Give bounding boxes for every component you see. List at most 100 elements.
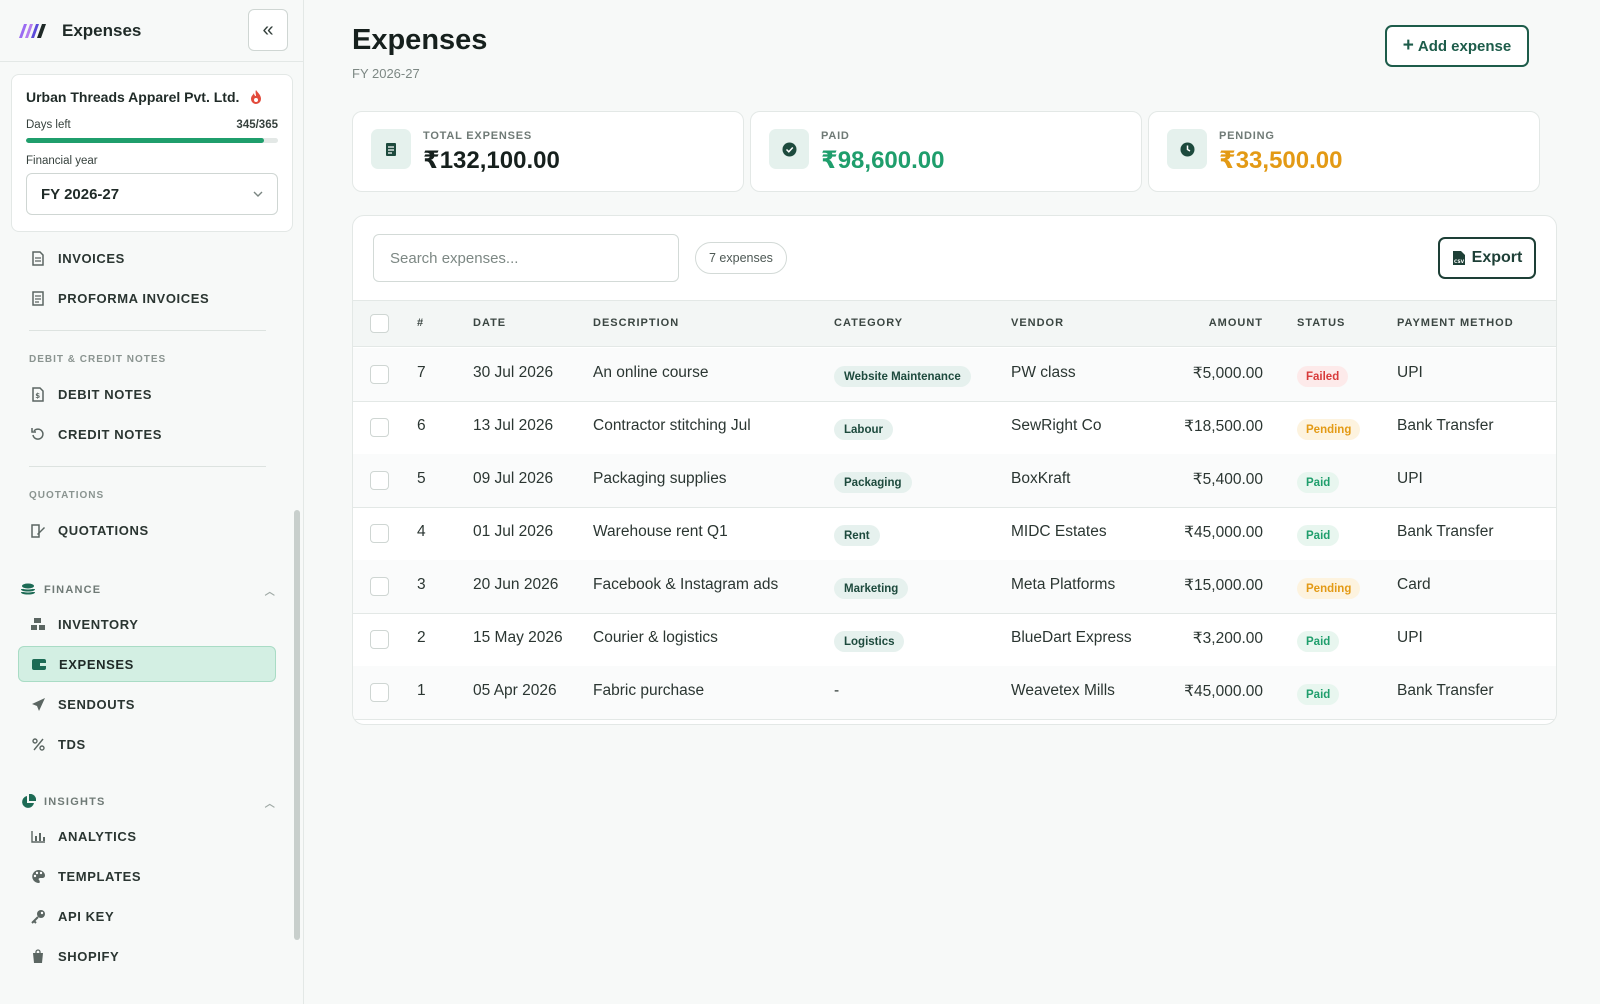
cell-description: Courier & logistics	[593, 629, 718, 646]
sidebar-item-analytics[interactable]: ANALYTICS	[18, 818, 276, 854]
cell-vendor: BlueDart Express	[1011, 629, 1132, 646]
days-left-value: 345/365	[236, 119, 278, 131]
sidebar-item-label: TEMPLATES	[58, 868, 142, 884]
organization-name-text: Urban Threads Apparel Pvt. Ltd.	[26, 89, 240, 105]
collapse-sidebar-button[interactable]: «	[248, 9, 288, 51]
app-title: Expenses	[62, 20, 142, 40]
plus-icon: +	[1402, 35, 1414, 56]
table-row[interactable]: 3 20 Jun 2026 Facebook & Instagram ads M…	[353, 560, 1556, 614]
group-insights[interactable]: INSIGHTS ︿	[20, 794, 276, 810]
search-input[interactable]	[373, 234, 679, 282]
sidebar-item-invoices[interactable]: INVOICES	[18, 240, 276, 276]
nav-divider	[29, 330, 266, 331]
cell-amount: ₹5,400.00	[1192, 471, 1263, 488]
row-checkbox[interactable]	[370, 471, 389, 490]
svg-text:$: $	[35, 392, 40, 400]
page-title: Expenses	[352, 24, 488, 56]
cell-vendor: MIDC Estates	[1011, 523, 1107, 540]
cell-amount: ₹18,500.00	[1184, 418, 1263, 435]
sidebar-item-debit-notes[interactable]: $ DEBIT NOTES	[18, 376, 276, 412]
sidebar-item-inventory[interactable]: INVENTORY	[18, 606, 276, 642]
sidebar-item-label: EXPENSES	[59, 656, 134, 672]
sidebar-item-sendouts[interactable]: SENDOUTS	[18, 686, 276, 722]
table-header: # DATE DESCRIPTION CATEGORY VENDOR AMOUN…	[353, 300, 1556, 347]
sidebar-item-api-key[interactable]: API KEY	[18, 898, 276, 934]
cell-description: Contractor stitching Jul	[593, 417, 751, 434]
cell-description: Warehouse rent Q1	[593, 523, 728, 540]
cell-payment-method: UPI	[1397, 364, 1423, 381]
nav-divider	[29, 466, 266, 467]
financial-year-value: FY 2026-27	[41, 185, 120, 203]
sidebar-item-credit-notes[interactable]: CREDIT NOTES	[18, 416, 276, 452]
category-badge: Packaging	[834, 472, 912, 493]
cell-amount: ₹5,000.00	[1192, 365, 1263, 382]
days-left-label: Days left	[26, 119, 71, 131]
stat-total-label: TOTAL EXPENSES	[423, 130, 533, 142]
row-checkbox[interactable]	[370, 683, 389, 702]
column-header-category[interactable]: CATEGORY	[834, 317, 904, 329]
cell-payment-method: Bank Transfer	[1397, 417, 1494, 434]
coins-icon	[21, 583, 35, 595]
table-row[interactable]: 6 13 Jul 2026 Contractor stitching Jul L…	[353, 401, 1556, 455]
add-expense-button[interactable]: + Add expense	[1385, 25, 1529, 67]
sidebar-item-label: API KEY	[58, 908, 115, 924]
table-row[interactable]: 4 01 Jul 2026 Warehouse rent Q1 Rent MID…	[353, 507, 1556, 561]
column-header-date[interactable]: DATE	[473, 317, 507, 329]
column-header-amount[interactable]: AMOUNT	[1208, 317, 1263, 329]
days-left-progress-fill	[26, 138, 265, 143]
cell-number: 2	[417, 629, 426, 646]
export-button[interactable]: CSV Export	[1438, 237, 1536, 279]
table-row[interactable]: 5 09 Jul 2026 Packaging supplies Packagi…	[353, 454, 1556, 508]
select-all-checkbox[interactable]	[370, 314, 389, 333]
financial-year-select[interactable]: FY 2026-27	[26, 173, 278, 215]
sidebar-item-proforma-invoices[interactable]: PROFORMA INVOICES	[18, 280, 276, 316]
column-header-description[interactable]: DESCRIPTION	[593, 317, 680, 329]
row-checkbox[interactable]	[370, 418, 389, 437]
table-row[interactable]: 7 30 Jul 2026 An online course Website M…	[353, 348, 1556, 402]
row-checkbox[interactable]	[370, 630, 389, 649]
status-badge: Paid	[1297, 472, 1340, 493]
status-badge: Failed	[1297, 366, 1349, 387]
column-header-payment-method[interactable]: PAYMENT METHOD	[1397, 317, 1514, 329]
section-label-quotations: QUOTATIONS	[29, 490, 105, 501]
receipt-icon	[371, 129, 411, 169]
row-checkbox[interactable]	[370, 524, 389, 543]
organization-card: Urban Threads Apparel Pvt. Ltd. Days lef…	[11, 74, 293, 232]
pie-chart-icon	[22, 794, 36, 808]
cell-vendor: Weavetex Mills	[1011, 682, 1115, 699]
sidebar-item-tds[interactable]: TDS	[18, 726, 276, 762]
page-subtitle: FY 2026-27	[352, 66, 420, 81]
financial-year-label: Financial year	[26, 155, 98, 167]
cell-vendor: PW class	[1011, 364, 1076, 381]
group-finance[interactable]: FINANCE ︿	[20, 582, 276, 598]
column-header-vendor[interactable]: VENDOR	[1011, 317, 1065, 329]
expenses-table-card: 7 expenses CSV Export # DATE DESCRIPTION…	[352, 215, 1557, 725]
status-badge: Paid	[1297, 684, 1340, 705]
status-badge: Pending	[1297, 419, 1361, 440]
cell-payment-method: Bank Transfer	[1397, 523, 1494, 540]
sidebar-item-quotations[interactable]: QUOTATIONS	[18, 512, 276, 548]
cell-amount: ₹15,000.00	[1184, 577, 1263, 594]
sidebar-item-label: ANALYTICS	[58, 828, 137, 844]
sidebar-item-expenses[interactable]: EXPENSES	[18, 646, 276, 682]
sidebar-scrollbar[interactable]	[294, 510, 300, 940]
row-checkbox[interactable]	[370, 365, 389, 384]
column-header-status[interactable]: STATUS	[1297, 317, 1346, 329]
category-badge: Website Maintenance	[834, 366, 971, 387]
table-row[interactable]: 2 15 May 2026 Courier & logistics Logist…	[353, 613, 1556, 667]
status-badge: Pending	[1297, 578, 1361, 599]
cell-description: An online course	[593, 364, 709, 381]
key-icon	[30, 908, 46, 924]
stat-pending-label: PENDING	[1219, 130, 1275, 142]
document-icon	[30, 250, 46, 266]
undo-icon	[30, 426, 46, 442]
row-checkbox[interactable]	[370, 577, 389, 596]
cell-vendor: BoxKraft	[1011, 470, 1071, 487]
sidebar-item-shopify[interactable]: SHOPIFY	[18, 938, 276, 974]
table-row[interactable]: 1 05 Apr 2026 Fabric purchase - Weavetex…	[353, 666, 1556, 720]
sidebar-item-templates[interactable]: TEMPLATES	[18, 858, 276, 894]
percent-icon	[30, 736, 46, 752]
sidebar-item-label: PROFORMA INVOICES	[58, 290, 210, 306]
status-badge: Paid	[1297, 525, 1340, 546]
cell-date: 01 Jul 2026	[473, 523, 554, 540]
